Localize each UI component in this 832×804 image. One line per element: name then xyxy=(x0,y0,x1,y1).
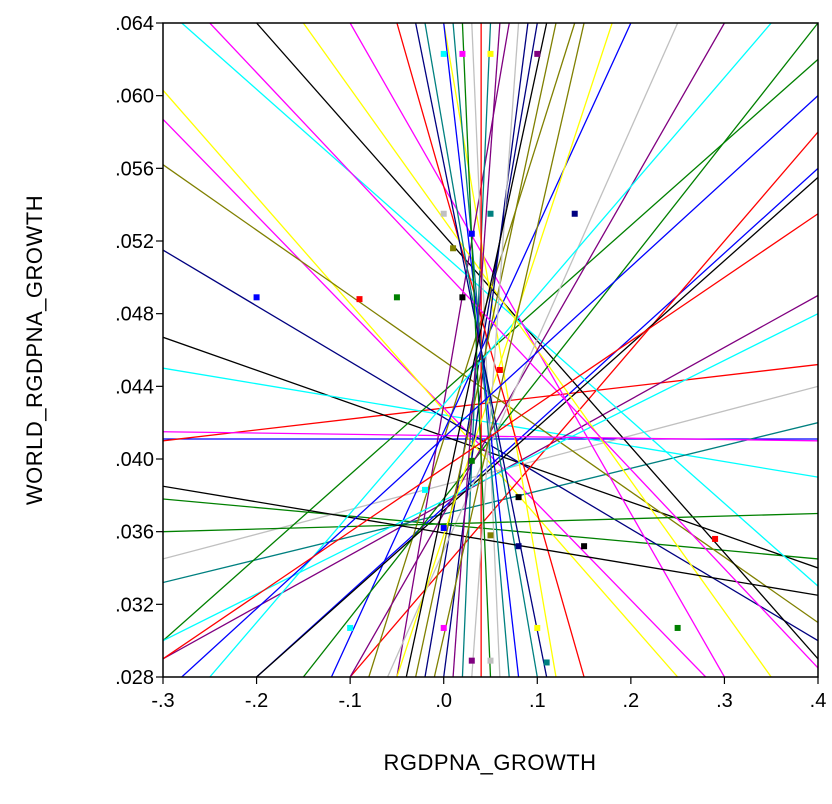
data-point xyxy=(356,296,363,303)
fit-line xyxy=(181,23,818,587)
data-point xyxy=(571,210,578,217)
data-point xyxy=(515,543,522,550)
fit-line xyxy=(349,23,725,677)
data-points xyxy=(253,50,719,666)
data-point xyxy=(459,294,466,301)
x-tick-label: .1 xyxy=(529,690,546,712)
x-axis-title: RGDPNA_GROWTH xyxy=(383,750,596,775)
data-point xyxy=(468,657,475,664)
fit-line xyxy=(163,498,818,560)
x-axis: -.3 -.2 -.1 .0 .1 .2 .3 .4 xyxy=(151,677,826,712)
data-point xyxy=(674,624,681,631)
fit-line xyxy=(386,23,679,677)
data-point xyxy=(534,50,541,57)
y-tick-label: .052 xyxy=(115,231,154,253)
y-tick-label: .032 xyxy=(115,594,154,616)
fit-line xyxy=(396,23,613,677)
x-tick-label: .2 xyxy=(623,690,640,712)
data-point xyxy=(440,525,447,532)
data-point xyxy=(422,486,428,493)
y-tick-label: .044 xyxy=(115,376,154,398)
data-point xyxy=(487,210,494,217)
fit-line xyxy=(209,23,772,677)
x-tick-label: .3 xyxy=(716,690,733,712)
fit-line xyxy=(163,118,707,677)
data-point xyxy=(712,535,719,542)
y-tick-label: .036 xyxy=(115,522,154,544)
fit-line xyxy=(471,23,520,677)
data-point xyxy=(440,50,447,57)
fit-lines xyxy=(163,23,818,677)
fit-line xyxy=(396,23,510,677)
fit-line xyxy=(163,89,679,677)
data-point xyxy=(440,210,447,217)
fit-line xyxy=(256,176,818,677)
data-point xyxy=(496,366,503,373)
data-point xyxy=(347,624,354,631)
y-tick-label: .060 xyxy=(115,86,154,108)
x-tick-label: -.3 xyxy=(151,690,174,712)
fit-line xyxy=(433,23,585,677)
x-tick-label: -.1 xyxy=(338,690,361,712)
y-tick-label: .028 xyxy=(115,667,154,689)
data-point xyxy=(515,494,522,501)
fit-line xyxy=(163,213,818,660)
x-tick-label: -.2 xyxy=(245,690,268,712)
y-axis: .028 .032 .036 .040 .044 .048 .052 .056 .060 .064 xyxy=(115,13,163,689)
plot-frame xyxy=(162,22,819,678)
x-tick-label: .4 xyxy=(810,690,827,712)
data-point xyxy=(487,50,494,57)
x-tick-label: .0 xyxy=(435,690,452,712)
y-tick-label: .048 xyxy=(115,304,154,326)
fit-line xyxy=(368,23,576,677)
fit-line xyxy=(405,23,548,677)
y-tick-label: .064 xyxy=(115,13,154,35)
y-axis-title: WORLD_RGDPNA_GROWTH xyxy=(22,195,47,505)
data-point xyxy=(487,532,494,539)
y-tick-label: .040 xyxy=(115,449,154,471)
fit-line xyxy=(209,23,818,669)
data-point xyxy=(543,659,550,666)
data-point xyxy=(487,657,494,664)
data-point xyxy=(581,543,588,550)
data-point xyxy=(468,457,475,464)
fit-line xyxy=(163,422,818,584)
fit-line xyxy=(415,23,548,677)
fit-line xyxy=(163,313,818,642)
data-point xyxy=(440,624,447,631)
data-point xyxy=(534,624,541,631)
fit-line xyxy=(163,485,818,596)
y-tick-label: .056 xyxy=(115,158,154,180)
fit-line xyxy=(181,95,818,677)
data-point xyxy=(468,230,475,237)
data-point xyxy=(459,50,466,57)
fit-line xyxy=(256,167,818,677)
data-point xyxy=(253,294,260,301)
fit-line xyxy=(163,512,818,533)
fit-line xyxy=(415,23,557,677)
data-point xyxy=(393,294,400,301)
data-point xyxy=(450,245,457,252)
fit-line xyxy=(302,23,818,677)
